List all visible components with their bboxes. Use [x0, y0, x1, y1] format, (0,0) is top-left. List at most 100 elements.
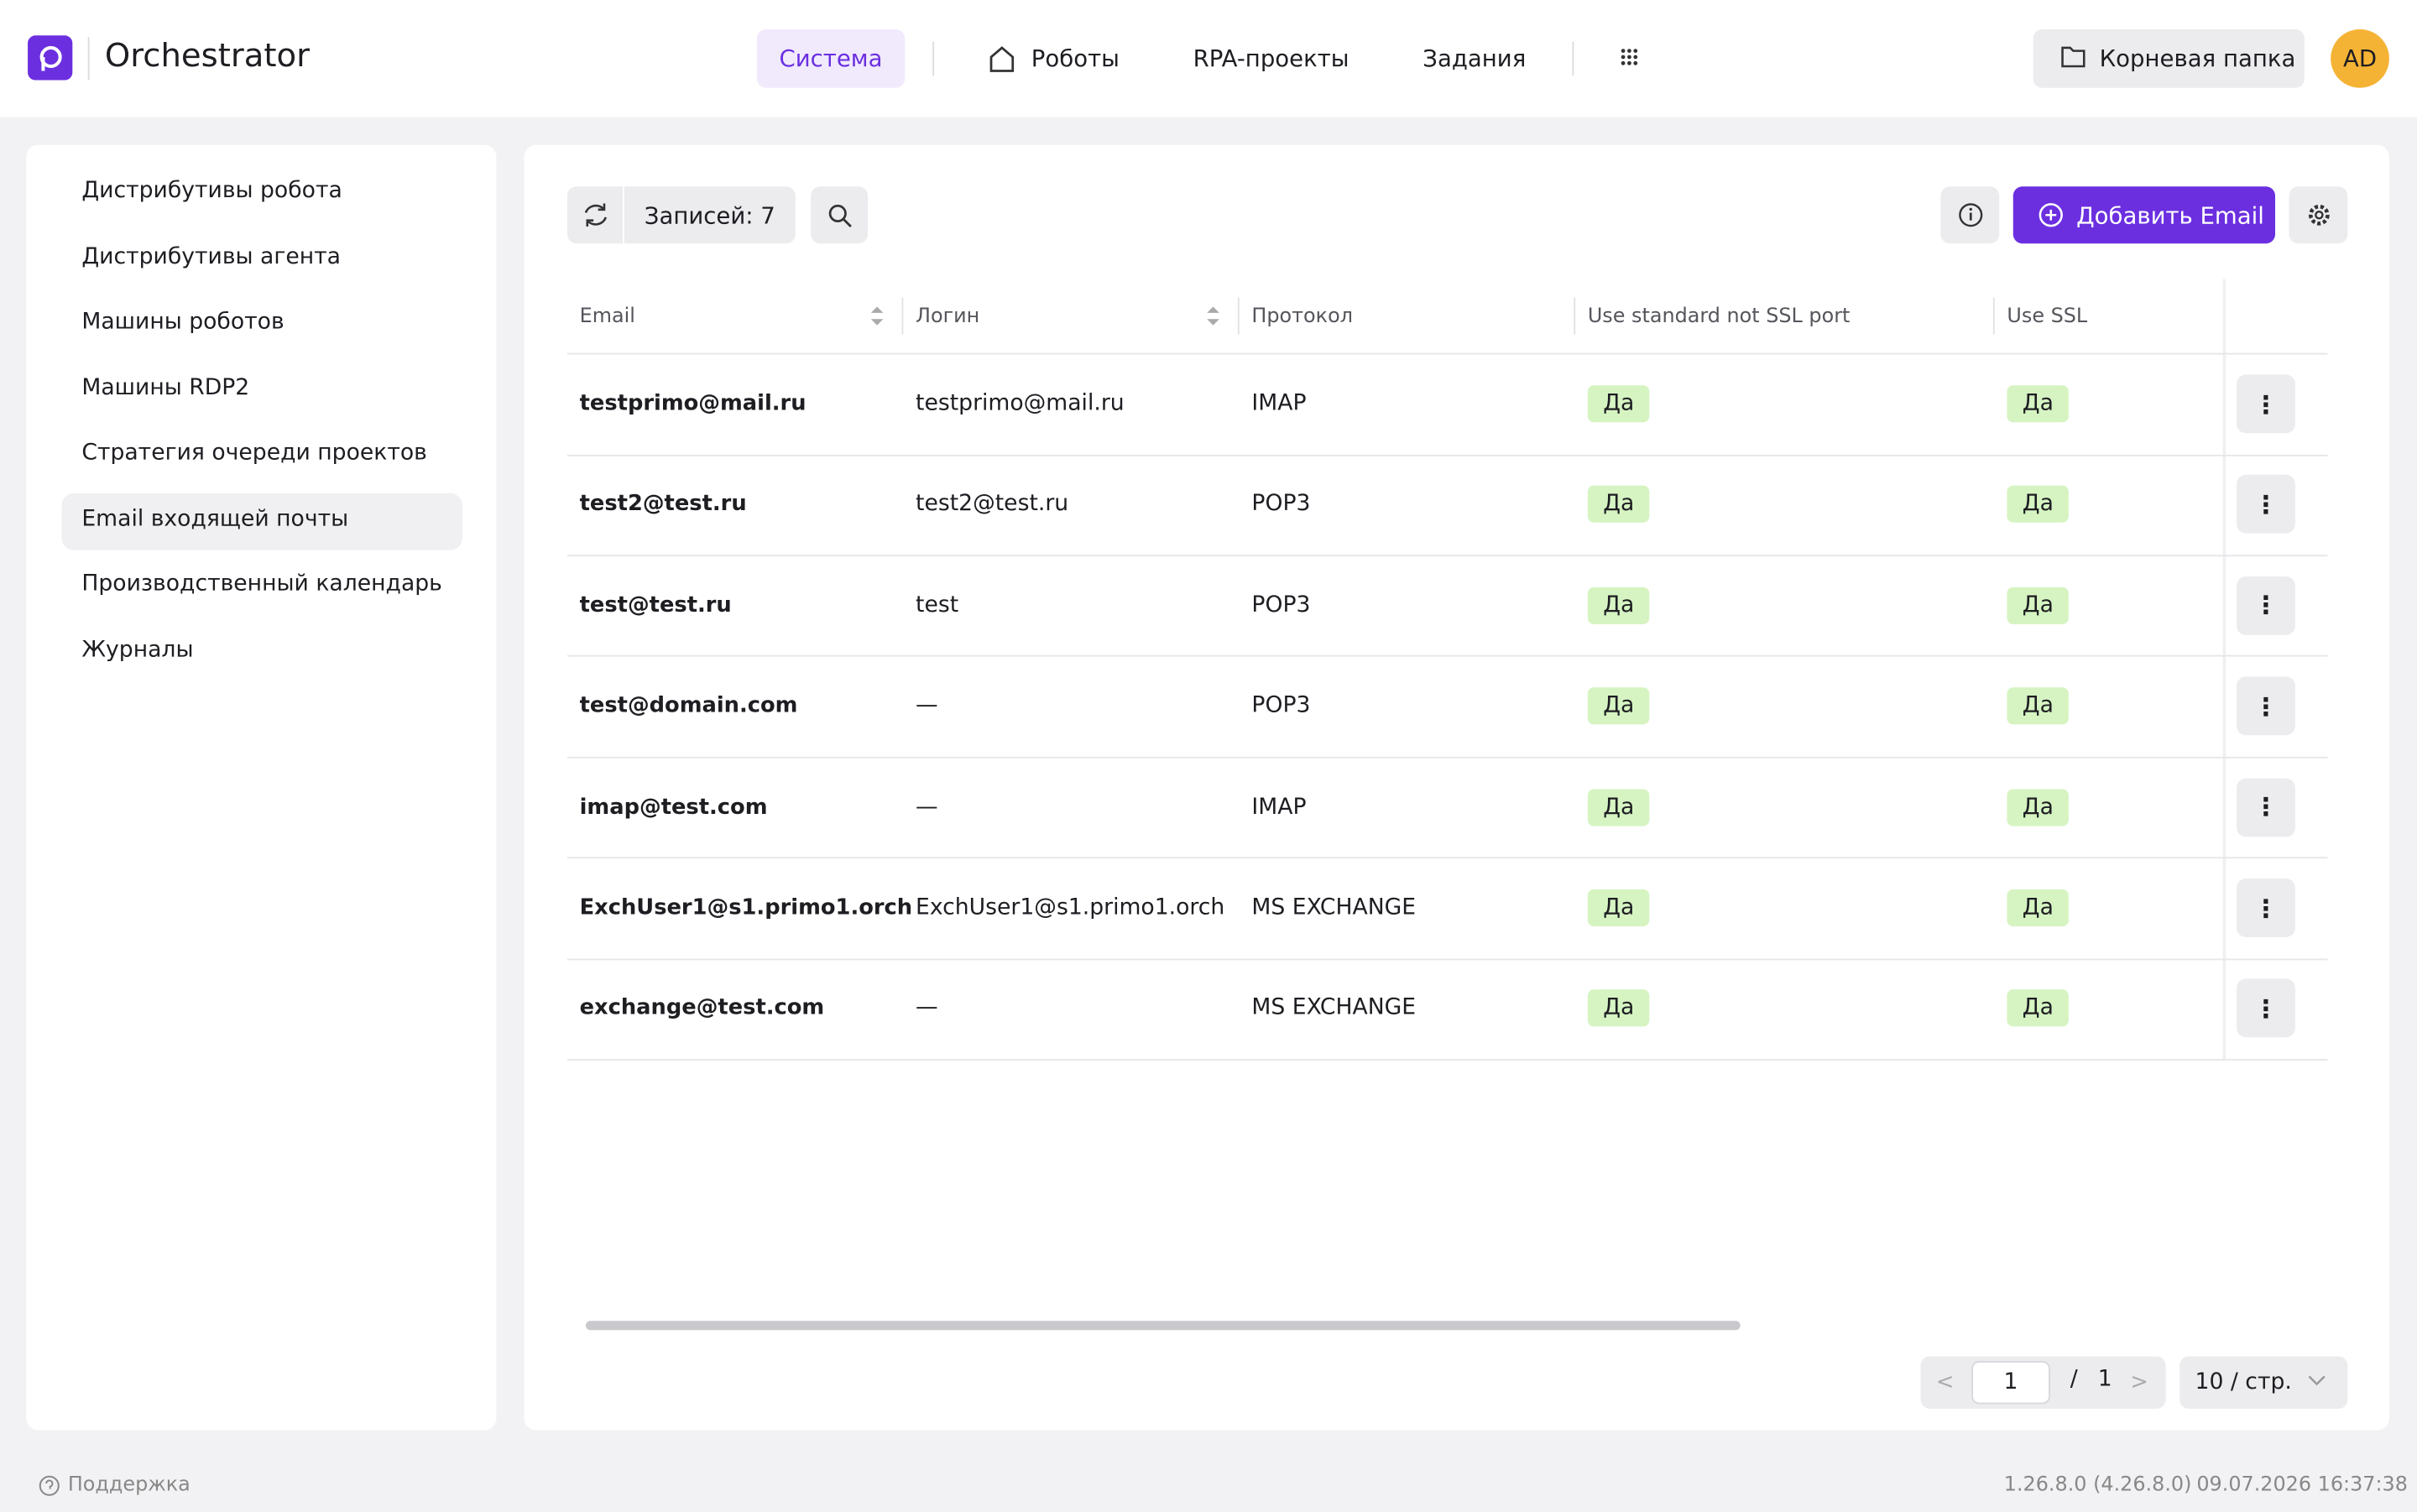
cell: POP3: [1251, 492, 1311, 518]
cell: imap@test.com: [579, 795, 768, 820]
cell: Да: [1587, 879, 1650, 937]
sort-icon[interactable]: [1205, 304, 1220, 328]
row-line: [566, 453, 2328, 456]
support-link[interactable]: Поддержка: [67, 1473, 191, 1497]
settings-button[interactable]: [2289, 186, 2348, 244]
sidebar-item[interactable]: Стратегия очереди проектов: [81, 441, 427, 466]
column-divider: [1992, 297, 1995, 335]
records-count: Записей: 7: [644, 201, 775, 229]
avatar[interactable]: AD: [2331, 29, 2389, 88]
cell: testprimo@mail.ru: [579, 391, 807, 416]
help-icon: [39, 1475, 60, 1496]
cell: test2@test.ru: [916, 492, 1069, 518]
search-button[interactable]: [811, 186, 869, 244]
badge: Да: [2007, 587, 2070, 624]
column-header: Use standard not SSL port: [1587, 304, 1851, 328]
root-folder[interactable]: Корневая папка: [2033, 29, 2305, 88]
row-menu[interactable]: ⋮: [2237, 676, 2295, 736]
h-scrollbar[interactable]: [567, 1318, 2328, 1333]
page-separator: /: [2070, 1367, 2078, 1392]
cell: POP3: [1251, 693, 1311, 719]
cell: Да: [1587, 979, 1650, 1038]
info-button[interactable]: [1940, 186, 2000, 244]
badge: Да: [1587, 889, 1650, 926]
badge: Да: [1587, 486, 1650, 524]
row-line: [566, 555, 2328, 556]
version: 1.26.8.0 (4.26.8.0): [2003, 1473, 2192, 1497]
cell: Да: [2007, 576, 2070, 635]
cell: IMAP: [1251, 795, 1307, 820]
nav-item[interactable]: RPA-проекты: [1193, 44, 1349, 73]
page-input[interactable]: 1: [1971, 1360, 2050, 1405]
add-icon: [2039, 203, 2063, 227]
cell: MS EXCHANGE: [1251, 895, 1417, 920]
badge: Да: [1587, 990, 1650, 1028]
active-item-bg: [61, 493, 463, 550]
header: [0, 0, 2417, 117]
cell: Да: [1587, 374, 1650, 433]
cell: Да: [2007, 374, 2070, 433]
cell: testprimo@mail.ru: [916, 391, 1125, 416]
cell: Да: [1587, 576, 1650, 635]
badge: Да: [1587, 587, 1650, 624]
cell: ExchUser1@s1.primo1.orch: [579, 895, 913, 920]
page-total: 1: [2097, 1367, 2112, 1392]
cell: Да: [2007, 979, 2070, 1038]
logo[interactable]: [28, 35, 73, 81]
row-menu[interactable]: ⋮: [2237, 879, 2295, 937]
cell: Да: [2007, 677, 2070, 736]
nav-item[interactable]: Роботы: [1031, 44, 1120, 73]
sidebar-item[interactable]: Email входящей почты: [81, 506, 349, 531]
cell: ExchUser1@s1.primo1.orch: [916, 895, 1225, 920]
column-header[interactable]: Email: [579, 304, 635, 328]
sidebar-item[interactable]: Дистрибутивы робота: [81, 179, 342, 204]
column-divider: [1237, 297, 1240, 335]
row-menu[interactable]: ⋮: [2237, 374, 2295, 434]
column-divider: [1574, 297, 1576, 335]
folder-icon: [2061, 46, 2086, 68]
row-line: [566, 857, 2328, 859]
datetime: 09.07.2026 16:37:38: [2196, 1473, 2408, 1497]
add-email-button[interactable]: Добавить Email: [2012, 186, 2276, 244]
cell: Да: [1587, 475, 1650, 534]
sidebar-item[interactable]: Машины роботов: [81, 310, 285, 335]
cell: test: [916, 592, 959, 618]
row-menu[interactable]: ⋮: [2237, 576, 2295, 635]
cell: Да: [2007, 879, 2070, 937]
column-header[interactable]: Логин: [916, 304, 980, 328]
badge: Да: [2007, 486, 2070, 524]
sort-icon[interactable]: [869, 304, 885, 328]
badge: Да: [2007, 385, 2070, 423]
sidebar-item[interactable]: Машины RDP2: [81, 375, 250, 400]
sidebar-item[interactable]: Дистрибутивы агента: [81, 244, 342, 269]
cell: test@domain.com: [579, 693, 798, 719]
cell: test@test.ru: [579, 592, 732, 618]
refresh-button[interactable]: [581, 201, 610, 230]
row-line: [566, 1058, 2328, 1061]
badge: Да: [2007, 788, 2070, 826]
row-line: [566, 756, 2328, 759]
sidebar-item[interactable]: Журналы: [81, 637, 194, 662]
apps-icon[interactable]: [1620, 48, 1638, 66]
row-menu[interactable]: ⋮: [2237, 475, 2295, 534]
cell: exchange@test.com: [579, 996, 825, 1021]
next-page[interactable]: >: [2130, 1370, 2148, 1395]
badge: Да: [1587, 687, 1650, 725]
row-line: [566, 957, 2328, 960]
sidebar-item[interactable]: Производственный календарь: [81, 571, 442, 597]
badge: Да: [2007, 889, 2070, 926]
badge: Да: [2007, 990, 2070, 1028]
prev-page[interactable]: <: [1935, 1370, 1955, 1395]
row-line: [566, 655, 2328, 658]
content-panel: [524, 144, 2389, 1431]
nav-item[interactable]: Система: [756, 29, 906, 88]
column-header: Протокол: [1251, 304, 1353, 328]
badge: Да: [1587, 385, 1650, 423]
row-menu[interactable]: ⋮: [2237, 777, 2295, 837]
column-header: Use SSL: [2007, 304, 2088, 328]
badge: Да: [2007, 687, 2070, 725]
cell: IMAP: [1251, 391, 1307, 416]
nav-item[interactable]: Задания: [1423, 44, 1527, 73]
row-menu[interactable]: ⋮: [2237, 979, 2295, 1038]
